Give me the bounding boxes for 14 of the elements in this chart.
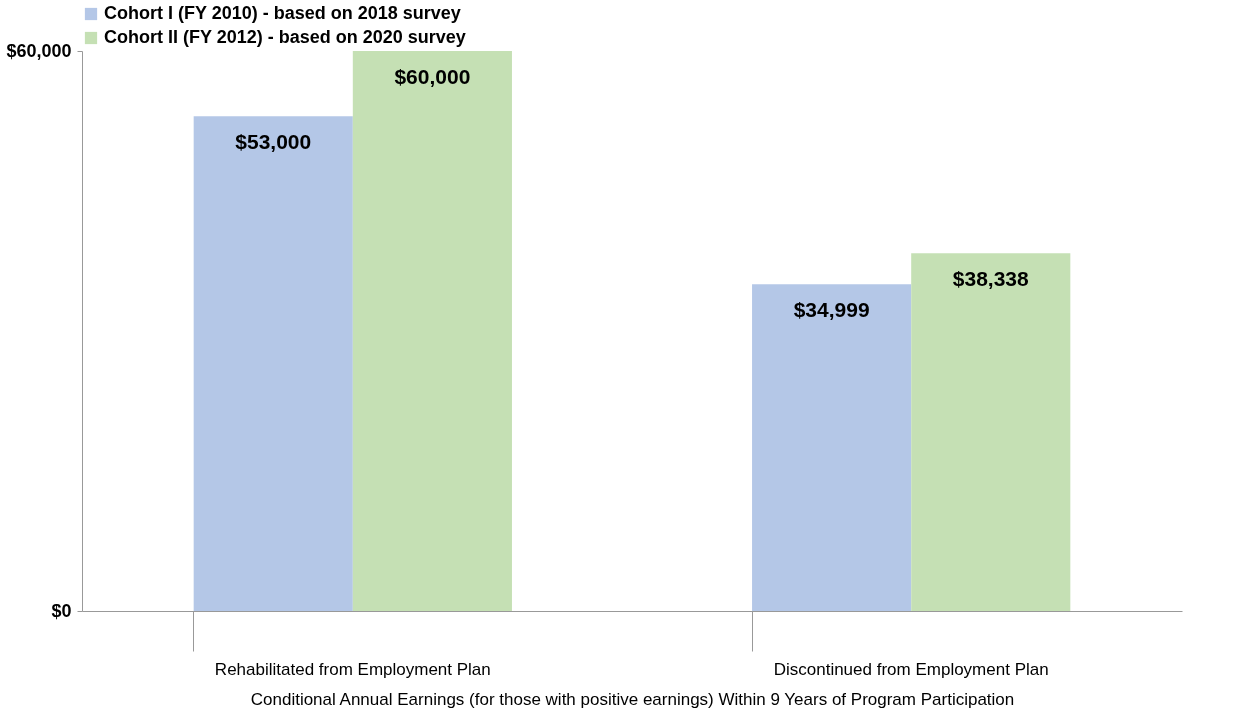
- x-tick-label: Rehabilitated from Employment Plan: [214, 659, 491, 679]
- y-tick-label: $0: [51, 600, 72, 621]
- x-axis-title: Conditional Annual Earnings (for those with positive earnings) Within 9 Years of Program Participation: [250, 689, 1015, 709]
- data-label: $38,338: [952, 267, 1030, 291]
- data-label: $53,000: [235, 130, 312, 154]
- bar: [911, 253, 1071, 611]
- data-label: $34,999: [793, 298, 870, 322]
- x-tick-label: Discontinued from Employment Plan: [773, 659, 1049, 679]
- bar: [193, 116, 353, 611]
- bar: [752, 284, 912, 611]
- legend-label: Cohort II (FY 2012) - based on 2020 survey: [104, 27, 466, 47]
- bar: [352, 51, 512, 611]
- data-label: $60,000: [394, 65, 471, 88]
- legend-label: Cohort I (FY 2010) - based on 2018 survey: [104, 3, 461, 23]
